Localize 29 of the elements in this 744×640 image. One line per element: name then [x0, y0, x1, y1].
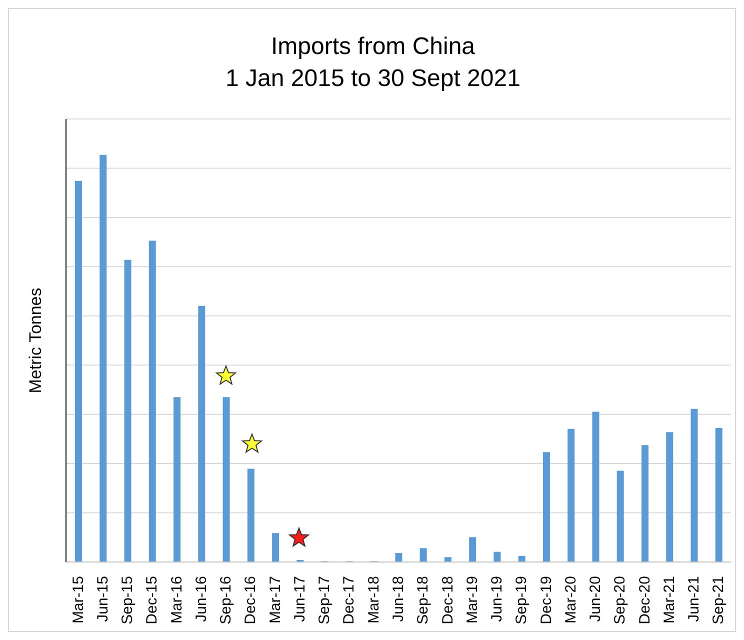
x-tick-label: Jun-19 — [488, 576, 506, 622]
x-tick-label: Mar-15 — [70, 576, 87, 624]
x-tick-label: Jun-15 — [94, 576, 112, 622]
x-tick-label: Jun-16 — [192, 576, 210, 622]
x-tick-label: Sep-17 — [316, 576, 334, 624]
x-tick-label: Mar-21 — [660, 576, 678, 624]
x-tick-label: Sep-18 — [414, 576, 432, 624]
x-tick-label: Dec-19 — [538, 576, 555, 624]
x-tick-label: Jun-20 — [587, 576, 604, 622]
x-tick-label: Jun-17 — [291, 576, 308, 622]
x-tick-label: Dec-20 — [636, 576, 654, 624]
x-tick-label: Dec-18 — [439, 576, 456, 624]
chart-title: Imports from China 1 Jan 2015 to 30 Sept 2021 — [224, 32, 522, 94]
x-tick-label: Sep-21 — [710, 576, 728, 624]
x-tick-label: Mar-20 — [562, 576, 580, 624]
y-axis-title: Metric Tonnes — [26, 288, 46, 394]
x-tick-label: Mar-17 — [266, 576, 284, 624]
x-tick-label: Sep-20 — [612, 576, 629, 624]
x-tick-label: Mar-19 — [464, 576, 481, 624]
x-tick-label: Sep-19 — [513, 576, 530, 624]
x-tick-label: Dec-15 — [144, 576, 161, 624]
x-tick-label: Jun-18 — [390, 576, 407, 622]
x-tick-label: Dec-17 — [340, 576, 358, 624]
x-tick-label: Mar-16 — [168, 576, 186, 624]
x-tick-label: Jun-21 — [686, 576, 703, 622]
x-tick-label: Mar-18 — [365, 576, 382, 624]
x-tick-label: Sep-16 — [218, 576, 235, 624]
x-tick-label: Sep-15 — [119, 576, 136, 624]
x-tick-label: Dec-16 — [242, 576, 260, 624]
